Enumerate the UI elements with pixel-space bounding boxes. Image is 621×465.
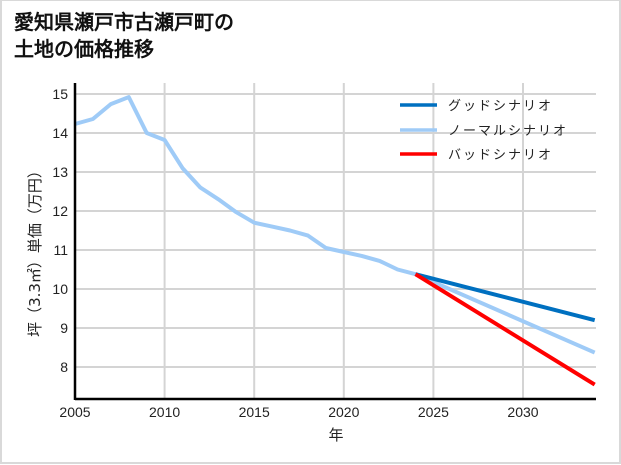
- y-tick-label: 9: [60, 320, 68, 336]
- series-line-normal: [74, 95, 596, 355]
- y-tick-label: 15: [52, 86, 68, 102]
- chart-title: 愛知県瀬戸市古瀬戸町の 土地の価格推移: [14, 9, 234, 63]
- x-tick-label: 2020: [328, 404, 359, 420]
- legend-item-normal: ノーマルシナリオ: [400, 124, 568, 139]
- legend-item-good: グッドシナリオ: [400, 99, 553, 114]
- chart-title-line-2: 土地の価格推移: [14, 37, 154, 61]
- data-series: [74, 95, 596, 387]
- chart-title-line-1: 愛知県瀬戸市古瀬戸町の: [14, 10, 234, 34]
- x-tick-label: 2030: [507, 404, 538, 420]
- y-tick-label: 8: [60, 359, 68, 375]
- y-tick-label: 12: [52, 203, 68, 219]
- legend-label: バッドシナリオ: [448, 148, 553, 163]
- x-tick-label: 2015: [239, 404, 270, 420]
- y-tick-label: 11: [53, 242, 68, 258]
- series-line-bad: [414, 272, 596, 387]
- y-tick-label: 10: [52, 281, 68, 297]
- axes: [73, 83, 596, 401]
- x-tick-label: 2010: [149, 404, 180, 420]
- legend-label: ノーマルシナリオ: [448, 124, 568, 139]
- y-axis-label: 坪（3.3㎡）単価（万円）: [26, 163, 44, 337]
- x-tick-label: 2025: [418, 404, 449, 420]
- x-tick-label: 2005: [59, 404, 90, 420]
- legend-item-bad: バッドシナリオ: [400, 148, 553, 163]
- y-tick-label: 14: [52, 125, 68, 141]
- tick-labels: 8 9 10 11 12 13 14 15 2005 2010 2015 2020 2025 2030: [52, 86, 538, 420]
- y-tick-label: 13: [52, 164, 68, 180]
- series-line-good: [415, 272, 596, 323]
- legend-label: グッドシナリオ: [448, 99, 553, 114]
- x-axis-label: 年: [328, 426, 343, 444]
